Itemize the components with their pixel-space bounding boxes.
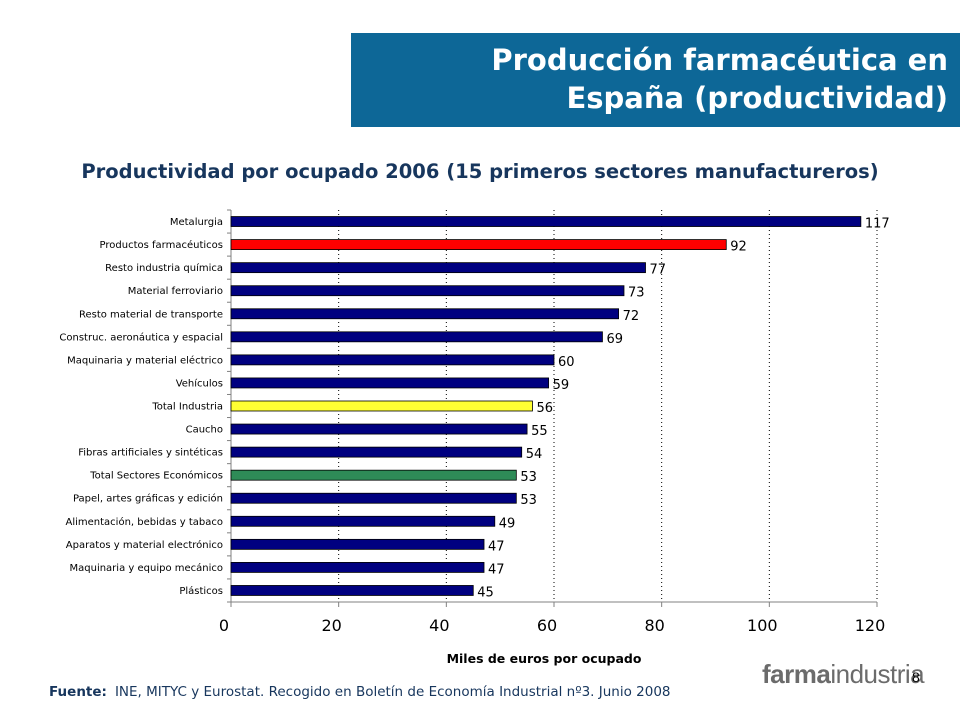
category-label: Maquinaria y material eléctrico — [67, 354, 223, 366]
source-text: INE, MITYC y Eurostat. Recogido en Bolet… — [114, 684, 671, 700]
data-label: 53 — [520, 493, 537, 508]
data-label: 72 — [623, 309, 640, 324]
bar — [230, 285, 625, 297]
data-label: 49 — [499, 516, 516, 531]
bar — [230, 515, 496, 527]
bar — [230, 400, 533, 412]
category-label: Material ferroviario — [128, 286, 223, 297]
data-label: 47 — [488, 562, 505, 577]
source-note: Fuente: INE, MITYC y Eurostat. Recogido e… — [49, 684, 671, 700]
category-label: Aparatos y material electrónico — [66, 539, 223, 551]
logo-thin-part: industria — [830, 659, 925, 689]
bar — [230, 492, 517, 504]
category-label: Fibras artificiales y sintéticas — [78, 447, 223, 459]
data-label: 55 — [531, 424, 548, 439]
x-tick-label: 0 — [219, 616, 229, 635]
chart-title: Productividad por ocupado 2006 (15 prime… — [81, 160, 879, 183]
data-label: 117 — [865, 217, 890, 232]
bar — [230, 469, 517, 481]
x-tick-label: 60 — [537, 616, 557, 635]
category-label: Maquinaria y equipo mecánico — [70, 562, 224, 574]
bar — [230, 239, 727, 250]
category-label: Construc. aeronáutica y espacial — [59, 331, 223, 343]
farmaindustria-logo: farmaindustria — [762, 659, 925, 690]
x-tick-label: 80 — [644, 616, 664, 635]
bar — [230, 446, 523, 458]
source-label: Fuente: — [49, 684, 107, 700]
data-label: 56 — [536, 401, 553, 416]
data-label: 47 — [488, 539, 505, 554]
page-title-line2: España (productividad) — [566, 81, 948, 115]
data-label: 59 — [553, 378, 570, 393]
bar — [230, 216, 862, 227]
bar — [230, 585, 474, 596]
category-label: Resto material de transporte — [79, 309, 223, 320]
x-tick-label: 100 — [747, 616, 778, 635]
x-tick-label: 40 — [429, 616, 449, 635]
bar — [230, 538, 485, 550]
category-label: Total Industria — [151, 402, 223, 413]
data-label: 60 — [558, 355, 575, 370]
category-label: Metalurgia — [170, 217, 223, 228]
bar — [230, 331, 603, 343]
bar — [230, 423, 528, 435]
page-number: 8 — [912, 669, 920, 685]
data-label: 54 — [526, 447, 543, 462]
bar — [230, 562, 485, 573]
bar — [230, 308, 620, 320]
category-label: Productos farmacéuticos — [100, 239, 223, 251]
category-label: Vehículos — [176, 377, 223, 389]
logo-bold-part: farma — [762, 659, 831, 689]
data-label: 45 — [477, 585, 494, 600]
category-label: Resto industria química — [105, 262, 223, 274]
data-label: 69 — [606, 332, 623, 347]
page-title: Producción farmacéutica en España (produ… — [491, 41, 948, 117]
data-label: 77 — [650, 263, 667, 278]
category-label: Caucho — [186, 425, 223, 436]
page-title-line1: Producción farmacéutica en — [491, 43, 948, 77]
category-label: Alimentación, bebidas y tabaco — [66, 516, 224, 528]
bar — [230, 377, 550, 389]
bar — [230, 262, 646, 274]
x-tick-label: 120 — [855, 616, 886, 635]
data-label: 53 — [520, 470, 537, 485]
bar — [230, 354, 555, 366]
category-label: Total Sectores Económicos — [89, 470, 223, 482]
header-banner: Producción farmacéutica en España (produ… — [351, 33, 960, 127]
category-label: Papel, artes gráficas y edición — [73, 493, 223, 505]
data-label: 73 — [628, 286, 645, 301]
x-axis-title: Miles de euros por ocupado — [447, 651, 642, 666]
x-tick-label: 20 — [321, 616, 341, 635]
data-label: 92 — [730, 240, 747, 255]
category-label: Plásticos — [179, 585, 223, 597]
